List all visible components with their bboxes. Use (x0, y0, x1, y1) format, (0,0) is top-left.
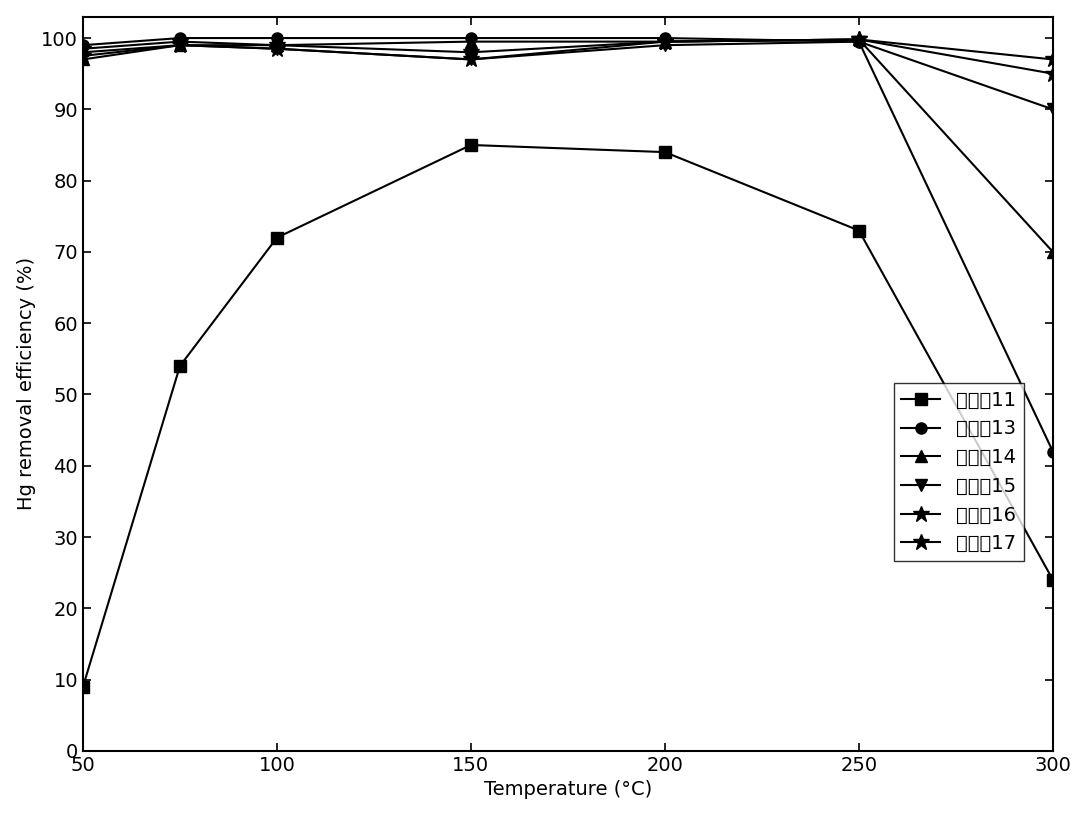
催化剩13 (852, 37, 865, 47)
催化剩16 (76, 44, 89, 54)
Line: 催化剩11: 催化剩11 (77, 140, 1059, 692)
催化剩14 (852, 34, 865, 44)
催化剩13 (465, 33, 478, 43)
催化剩14 (1047, 247, 1060, 257)
X-axis label: Temperature (°C): Temperature (°C) (484, 780, 652, 800)
催化剩17 (852, 34, 865, 44)
催化剩16 (852, 34, 865, 44)
催化剩17 (76, 51, 89, 60)
催化剩16 (173, 37, 186, 47)
Line: 催化剩14: 催化剩14 (77, 34, 1059, 258)
Line: 催化剩17: 催化剩17 (75, 31, 1061, 68)
催化剩11 (465, 140, 478, 150)
催化剩14 (173, 40, 186, 50)
Line: 催化剩15: 催化剩15 (77, 36, 1059, 115)
催化剩11 (173, 361, 186, 370)
催化剩17 (1047, 55, 1060, 64)
催化剩15 (173, 40, 186, 50)
催化剩14 (658, 37, 671, 47)
催化剩16 (658, 37, 671, 47)
催化剩11 (658, 147, 671, 157)
催化剩17 (465, 55, 478, 64)
催化剩11 (852, 226, 865, 236)
催化剩15 (852, 37, 865, 47)
催化剩17 (658, 37, 671, 47)
Legend: 催化剩11, 催化剩13, 催化剩14, 催化剩15, 催化剩16, 催化剩17: 催化剩11, 催化剩13, 催化剩14, 催化剩15, 催化剩16, 催化剩17 (893, 383, 1024, 561)
催化剩17 (271, 44, 284, 54)
催化剩14 (76, 55, 89, 64)
催化剩17 (173, 40, 186, 50)
催化剩14 (465, 37, 478, 47)
催化剩13 (173, 33, 186, 43)
催化剩16 (271, 40, 284, 50)
Line: 催化剩16: 催化剩16 (75, 31, 1061, 82)
催化剩15 (1047, 104, 1060, 114)
Y-axis label: Hg removal efficiency (%): Hg removal efficiency (%) (16, 257, 36, 510)
催化剩15 (271, 44, 284, 54)
催化剩16 (465, 47, 478, 57)
催化剩11 (1047, 575, 1060, 585)
催化剩13 (658, 33, 671, 43)
催化剩15 (465, 55, 478, 64)
催化剩13 (271, 33, 284, 43)
催化剩11 (76, 682, 89, 692)
Line: 催化剩13: 催化剩13 (77, 33, 1059, 457)
催化剩13 (1047, 446, 1060, 456)
催化剩16 (1047, 69, 1060, 78)
催化剩13 (76, 40, 89, 50)
催化剩14 (271, 40, 284, 50)
催化剩15 (658, 40, 671, 50)
催化剩15 (76, 47, 89, 57)
催化剩11 (271, 233, 284, 242)
